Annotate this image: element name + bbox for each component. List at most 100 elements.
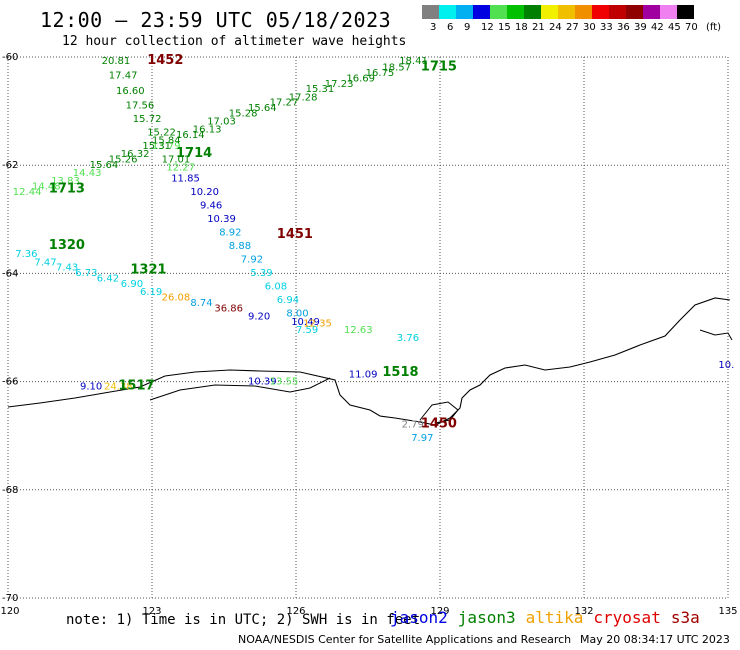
wave-height-value: 6.73 bbox=[75, 268, 97, 279]
wave-height-value: 13.83 bbox=[51, 176, 80, 187]
wave-height-value: 15.64 bbox=[248, 103, 277, 114]
lon-tick-label: 120 bbox=[0, 606, 19, 617]
legend-tick-label: 21 bbox=[532, 22, 545, 33]
legend-tick-label: 33 bbox=[600, 22, 613, 33]
wave-height-value: 17.01 bbox=[162, 154, 191, 165]
legend-swatch bbox=[660, 5, 677, 19]
wave-height-value: 7.43 bbox=[56, 263, 78, 274]
legend-tick-label: 15 bbox=[498, 22, 511, 33]
wave-height-value: 16.69 bbox=[346, 73, 375, 84]
legend-tick-label: 9 bbox=[464, 22, 471, 33]
legend-swatch bbox=[507, 5, 524, 19]
wave-height-value: 2.79 bbox=[402, 420, 424, 431]
legend-tick-label: 3 bbox=[430, 22, 437, 33]
wave-height-value: 10.39 bbox=[207, 214, 236, 225]
lat-tick-label: -66 bbox=[2, 377, 18, 388]
lat-tick-label: -68 bbox=[2, 485, 18, 496]
lat-tick-label: -60 bbox=[2, 52, 18, 63]
wave-height-value: 17.47 bbox=[109, 71, 138, 82]
lat-tick-label: -70 bbox=[2, 593, 18, 604]
wave-height-value: 12.35 bbox=[303, 318, 332, 329]
legend-swatch bbox=[677, 5, 694, 19]
wave-height-value: 6.94 bbox=[277, 295, 299, 306]
satellite-legend-item: jason3 bbox=[457, 608, 516, 627]
wave-height-value: 6.19 bbox=[140, 287, 162, 298]
wave-height-value: 8.88 bbox=[229, 241, 251, 252]
wave-height-value: 7.59 bbox=[296, 325, 318, 336]
pass-time-label: 1713 bbox=[49, 181, 85, 196]
wave-height-value: 15.31 bbox=[142, 141, 171, 152]
wave-height-value: 12.27 bbox=[166, 163, 195, 174]
legend-unit: (ft) bbox=[706, 22, 722, 33]
wave-height-value: 8.00 bbox=[286, 309, 308, 320]
legend-swatch bbox=[524, 5, 541, 19]
legend-tick-label: 24 bbox=[549, 22, 562, 33]
wave-height-value: 14.43 bbox=[73, 168, 102, 179]
legend-swatch bbox=[626, 5, 643, 19]
pass-time-label: 1321 bbox=[130, 262, 166, 277]
satellite-legend-item: altika bbox=[525, 608, 584, 627]
credit-line: NOAA/NESDIS Center for Satellite Applica… bbox=[238, 633, 572, 646]
wave-height-value: 10.49 bbox=[291, 317, 320, 328]
satellite-legend-item: cryosat bbox=[593, 608, 661, 627]
legend-swatch bbox=[490, 5, 507, 19]
wave-height-value: 6.08 bbox=[265, 282, 287, 293]
wave-height-value: 16.14 bbox=[176, 130, 205, 141]
wave-height-value: 3.76 bbox=[397, 333, 419, 344]
coastline-east bbox=[699, 329, 733, 341]
legend-swatch bbox=[609, 5, 626, 19]
coastline-bay bbox=[419, 401, 459, 424]
pass-time-label: 1518 bbox=[382, 365, 418, 380]
wave-height-value: 15.26 bbox=[109, 154, 138, 165]
legend-tick-label: 30 bbox=[583, 22, 596, 33]
credit-timestamp: May 20 08:34:17 UTC 2023 bbox=[580, 633, 730, 646]
legend-swatch bbox=[558, 5, 575, 19]
legend-swatch bbox=[422, 5, 439, 19]
coastline-inlet bbox=[149, 377, 331, 401]
lon-tick-label: 129 bbox=[430, 606, 449, 617]
wave-height-value: 16.13 bbox=[193, 125, 222, 136]
wave-height-value: 18.41 bbox=[399, 56, 428, 67]
legend-swatch bbox=[575, 5, 592, 19]
lat-tick-label: -64 bbox=[2, 268, 18, 279]
legend-tick-label: 27 bbox=[566, 22, 579, 33]
pass-time-label: 1714 bbox=[176, 146, 212, 161]
wave-height-value: 15.64 bbox=[90, 160, 119, 171]
wave-height-value: 15.84 bbox=[152, 136, 181, 147]
pass-time-label: 1450 bbox=[421, 417, 457, 432]
wave-height-value: 10. bbox=[718, 360, 734, 371]
wave-height-value: 8.74 bbox=[190, 298, 212, 309]
wave-height-value: 18.57 bbox=[382, 63, 411, 74]
lat-tick-label: -62 bbox=[2, 160, 18, 171]
legend-tick-label: 45 bbox=[668, 22, 681, 33]
wave-height-value: 20.81 bbox=[102, 56, 131, 67]
wave-height-value: 9.20 bbox=[248, 311, 270, 322]
wave-height-value: 26.08 bbox=[162, 292, 191, 303]
pass-time-label: 1451 bbox=[277, 227, 313, 242]
wave-height-value: 15.31 bbox=[306, 84, 335, 95]
wave-height-value: 6.42 bbox=[97, 274, 119, 285]
wave-height-value: 9.10 bbox=[80, 382, 102, 393]
wave-height-value: 6.90 bbox=[121, 279, 143, 290]
wave-height-value: 11.85 bbox=[171, 173, 200, 184]
pass-time-label: 1452 bbox=[147, 53, 183, 68]
pass-time-label: 1320 bbox=[49, 238, 85, 253]
wave-height-value: 10.20 bbox=[190, 187, 219, 198]
wave-height-value: 13.55 bbox=[270, 376, 299, 387]
grid-lines bbox=[7, 56, 729, 599]
color-legend bbox=[422, 5, 694, 21]
wave-height-value: 16.60 bbox=[116, 86, 145, 97]
wave-height-value: 9.46 bbox=[200, 200, 222, 211]
lon-tick-label: 123 bbox=[142, 606, 161, 617]
legend-swatch bbox=[456, 5, 473, 19]
wave-height-value: 13.79 bbox=[152, 141, 181, 152]
pass-time-label: 1715 bbox=[421, 60, 457, 75]
satellite-legend-item: s3a bbox=[670, 608, 700, 627]
wave-height-value: 24.38 bbox=[104, 382, 133, 393]
legend-tick-label: 6 bbox=[447, 22, 454, 33]
satellite-legend-item: jason2 bbox=[390, 608, 448, 627]
legend-tick-label: 12 bbox=[481, 22, 494, 33]
wave-height-value: 17.56 bbox=[126, 100, 155, 111]
wave-height-value: 8.92 bbox=[219, 228, 241, 239]
